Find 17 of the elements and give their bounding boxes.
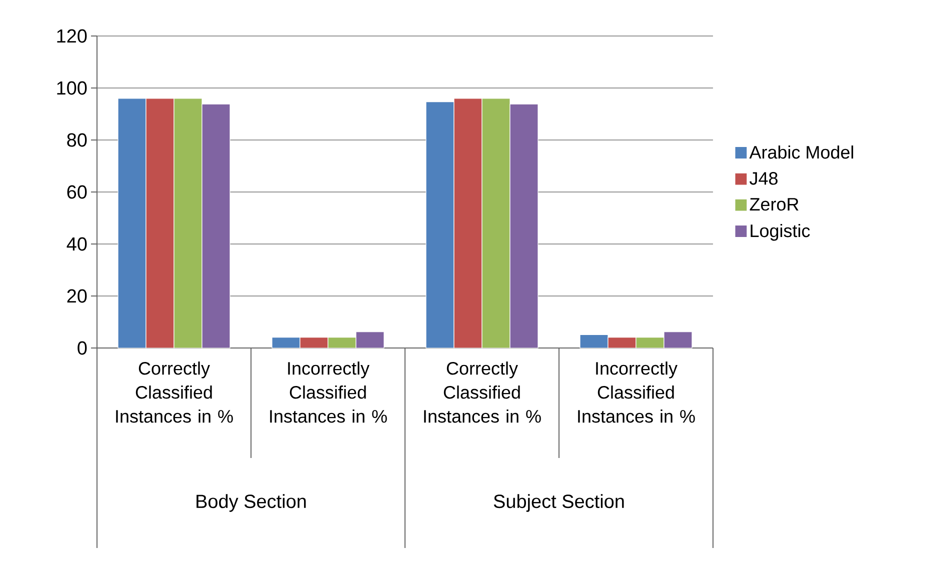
y-tick-label: 60 — [67, 185, 87, 199]
legend-label: Logistic — [750, 224, 810, 241]
x-tick-label: Incorrectly Classified Instances in % — [578, 362, 695, 423]
text: Subject Section — [494, 494, 624, 512]
y-tick-label: 40 — [66, 237, 87, 251]
y-tick-label: 120 — [57, 29, 87, 43]
x-tick-label: Correctly Classified Instances in % — [424, 362, 541, 423]
y-tick-label: 0 — [78, 341, 87, 355]
y-tick-label: 80 — [67, 133, 87, 147]
y-tick-label: 100 — [57, 81, 87, 95]
x-tick-label: Correctly Classified Instances in % — [116, 362, 233, 423]
legend-label: Arabic Model — [749, 145, 854, 159]
legend-label: J48 — [750, 172, 778, 185]
x-tick-label: Incorrectly Classified Instances in % — [270, 362, 387, 423]
legend-label: ZeroR — [750, 198, 798, 211]
text: Body Section — [196, 494, 306, 512]
y-tick-label: 20 — [67, 289, 87, 303]
